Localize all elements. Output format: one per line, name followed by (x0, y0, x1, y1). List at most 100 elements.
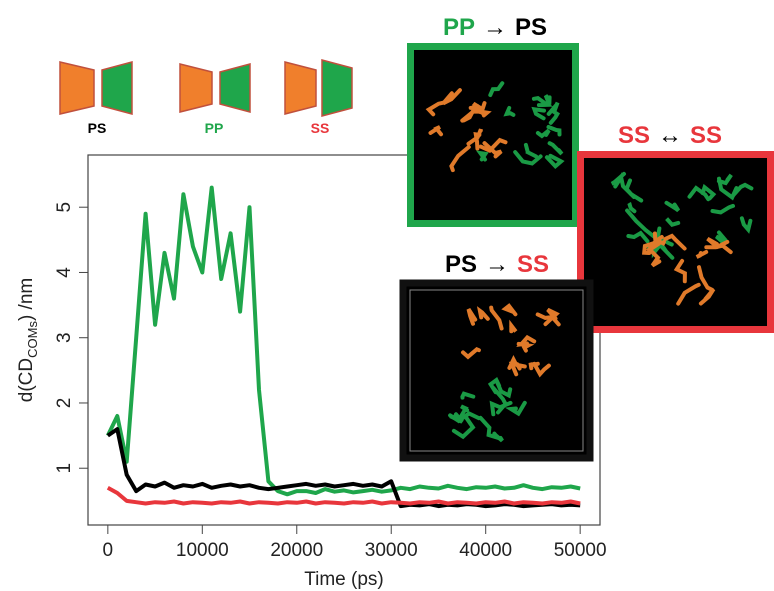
inset-title-part: ↔ (658, 122, 682, 149)
molecule-stick (504, 400, 527, 417)
inset (407, 43, 579, 227)
molecule-stick (473, 131, 482, 151)
y-tick-label: 5 (54, 202, 75, 213)
molecule-stick (716, 173, 733, 186)
molecule-stick (627, 201, 637, 214)
molecule-stick (501, 303, 518, 317)
x-tick-label: 50000 (554, 540, 607, 561)
inset-title-part: PS (445, 251, 477, 278)
molecule-stick (428, 125, 443, 137)
molecule-stick (451, 415, 476, 440)
molecule-stick (461, 346, 481, 360)
x-tick-label: 0 (103, 540, 114, 561)
y-label-part: ) /nm (16, 278, 37, 321)
icons (59, 59, 353, 117)
inset (399, 279, 594, 462)
molecule-stick (626, 230, 650, 244)
molecule-stick (476, 306, 490, 321)
molecule-stick (663, 233, 687, 251)
legend-label: SS (311, 120, 330, 136)
molecule-stick (531, 106, 546, 121)
molecule-stick (532, 361, 551, 378)
molecule-stick (488, 81, 505, 98)
molecule-stick (547, 141, 564, 156)
x-tick-label: 30000 (365, 540, 418, 561)
molecule-stick (535, 128, 551, 139)
molecule-stick (641, 241, 656, 255)
molecule-stick (546, 101, 560, 116)
x-tick-label: 40000 (459, 540, 512, 561)
inset-title-part: → (483, 14, 507, 41)
molecule-stick (665, 217, 681, 227)
inset-title-part: SS (690, 122, 722, 149)
molecule-stick (543, 307, 560, 327)
molecule-stick (535, 312, 561, 327)
legend-label: PP (205, 120, 224, 136)
inset-frame (409, 289, 584, 452)
molecule-stick (425, 100, 447, 117)
molecule-stick (478, 137, 508, 153)
y-tick-label: 2 (54, 398, 75, 409)
inset-title: PS → SS (445, 251, 549, 278)
molecule-stick (531, 95, 554, 108)
molecule-stick (676, 282, 701, 306)
molecule-stick (625, 208, 658, 240)
series-line (106, 185, 581, 497)
y-tick-label: 1 (54, 463, 75, 474)
inset-title-part: PP (443, 14, 475, 41)
y-axis-label: d(CDCOMs) /nm (16, 278, 40, 402)
molecule-stick (516, 334, 537, 348)
molecule-stick (697, 265, 715, 292)
molecule-stick (461, 104, 479, 123)
molecule-stick (706, 236, 730, 250)
molecule-stick (448, 411, 481, 424)
legend-label: PS (88, 120, 107, 136)
molecule-stick (698, 287, 716, 306)
molecule-stick (476, 150, 489, 162)
molecule-stick (695, 250, 709, 259)
y-label-sub: COMs (25, 321, 40, 358)
x-tick-label: 20000 (270, 540, 323, 561)
inset-title: SS ↔ SS (618, 122, 722, 149)
molecule-stick (543, 94, 552, 106)
molecule-stick (687, 185, 711, 202)
molecule-stick (508, 361, 522, 377)
molecule-stick (729, 182, 754, 199)
plot-frame (87, 154, 601, 526)
molecule-stick (509, 319, 518, 334)
molecule-stick (460, 391, 476, 400)
molecule-stick (544, 153, 565, 170)
molecule-stick (523, 142, 538, 159)
molecule-stick (673, 258, 687, 284)
x-axis-label: Time (ps) (304, 569, 384, 590)
molecule-stick (491, 386, 508, 415)
molecule-stick (646, 235, 664, 253)
inset-title-part: SS (517, 251, 549, 278)
y-tick-label: 3 (54, 332, 75, 343)
inset-title-part: SS (618, 122, 650, 149)
molecule-stick (441, 88, 462, 106)
inset-title: PP → PS (443, 14, 547, 41)
molecule-stick (449, 145, 471, 173)
molecule-stick (513, 150, 543, 166)
molecule-stick (546, 125, 562, 137)
inset-title-part: → (485, 251, 509, 278)
molecule-stick (652, 231, 666, 247)
molecule-stick (503, 106, 516, 117)
series-line (106, 486, 581, 506)
x-tick-label: 10000 (176, 540, 229, 561)
molecule-stick (739, 216, 753, 234)
molecule-stick (489, 305, 504, 331)
molecule-stick (714, 230, 728, 245)
molecule-stick (655, 226, 674, 247)
molecule-stick (548, 109, 560, 125)
molecule-stick (528, 361, 540, 371)
molecule-stick (650, 250, 662, 268)
inset-title-part: PS (515, 14, 547, 41)
molecule-stick (458, 404, 470, 420)
y-label-part: d(CD (16, 358, 37, 402)
y-tick-label: 4 (54, 267, 75, 278)
series-line (106, 427, 581, 509)
molecule-stick (700, 183, 717, 201)
